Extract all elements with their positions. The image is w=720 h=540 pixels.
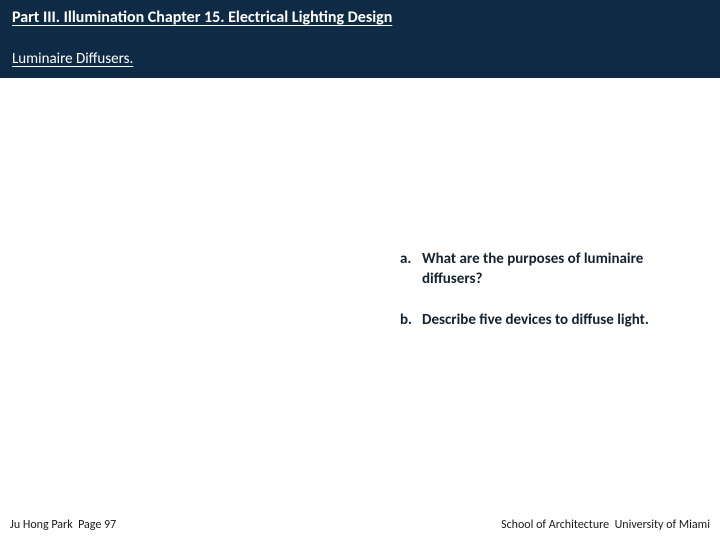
slide-header: Part III. Illumination Chapter 15. Elect… xyxy=(0,0,720,38)
footer-page: Page 97 xyxy=(78,518,116,532)
footer-university: University of Miami xyxy=(615,518,710,532)
question-list: a. What are the purposes of luminaire di… xyxy=(400,250,700,353)
footer-school: School of Architecture xyxy=(501,518,609,532)
list-item: a. What are the purposes of luminaire di… xyxy=(400,250,700,289)
list-item: b. Describe five devices to diffuse ligh… xyxy=(400,311,700,331)
slide-subheader: Luminaire Diffusers. xyxy=(0,38,720,78)
slide-subtitle: Luminaire Diffusers. xyxy=(12,50,708,68)
question-text: What are the purposes of luminaire diffu… xyxy=(422,250,700,289)
footer-author: Ju Hong Park xyxy=(10,518,73,532)
question-label: b. xyxy=(400,311,422,331)
slide-footer: Ju Hong Park Page 97 School of Architect… xyxy=(0,518,720,532)
footer-right: School of Architecture University of Mia… xyxy=(501,518,710,532)
question-text: Describe five devices to diffuse light. xyxy=(422,311,700,331)
footer-left: Ju Hong Park Page 97 xyxy=(10,518,116,532)
question-label: a. xyxy=(400,250,422,270)
chapter-title: Part III. Illumination Chapter 15. Elect… xyxy=(12,8,708,27)
